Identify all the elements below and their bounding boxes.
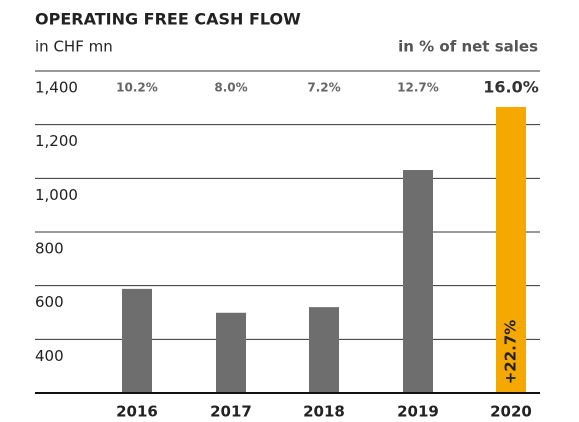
y-tick-label: 1,200 bbox=[35, 132, 78, 150]
y-tick-label: 1,400 bbox=[35, 79, 78, 97]
y-tick-label: 600 bbox=[35, 293, 64, 311]
share-label: 12.7% bbox=[397, 81, 439, 95]
y-tick-label: 400 bbox=[35, 347, 64, 365]
subtitle: in CHF mn bbox=[35, 38, 113, 56]
share-label: 16.0% bbox=[483, 78, 539, 97]
bar bbox=[309, 307, 339, 393]
y-tick-label: 800 bbox=[35, 240, 64, 258]
x-tick-label: 2016 bbox=[116, 403, 158, 421]
x-tick-label: 2020 bbox=[490, 403, 532, 421]
chart-title: OPERATING FREE CASH FLOW bbox=[35, 10, 301, 29]
bar bbox=[122, 288, 152, 393]
share-label: 10.2% bbox=[116, 81, 158, 95]
share-label: 7.2% bbox=[307, 81, 340, 95]
share-label: 8.0% bbox=[214, 81, 247, 95]
bar bbox=[216, 312, 246, 393]
x-tick-label: 2017 bbox=[210, 403, 252, 421]
bar-annotation: +22.7% bbox=[502, 320, 520, 385]
secondary-label: in % of net sales bbox=[398, 38, 538, 56]
y-tick-label: 1,000 bbox=[35, 186, 78, 204]
bar bbox=[496, 106, 526, 393]
x-tick-label: 2018 bbox=[303, 403, 345, 421]
bar bbox=[403, 170, 433, 393]
x-tick-label: 2019 bbox=[397, 403, 439, 421]
